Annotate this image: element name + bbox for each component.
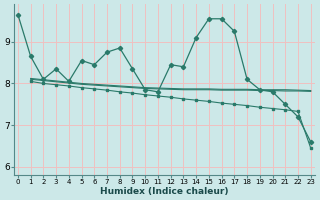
X-axis label: Humidex (Indice chaleur): Humidex (Indice chaleur) [100,187,228,196]
